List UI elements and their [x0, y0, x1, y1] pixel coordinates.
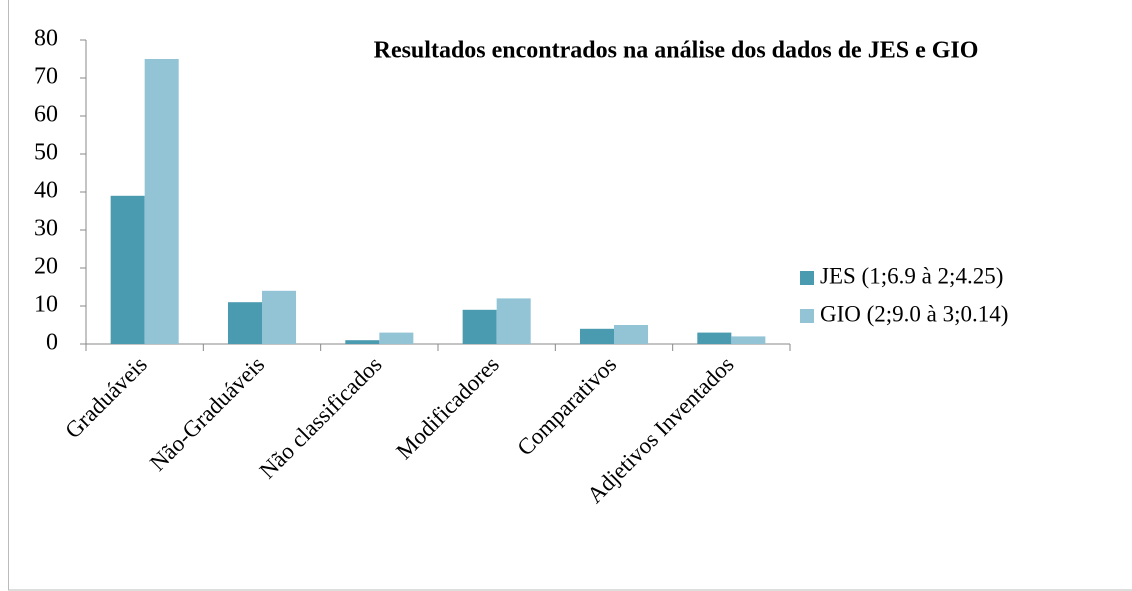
bar: [227, 302, 262, 344]
y-tick-label: 0: [46, 330, 58, 356]
legend-label: GIO (2;9.0 à 3;0.14): [820, 301, 1008, 326]
y-tick-label: 10: [34, 292, 58, 318]
bar: [345, 340, 380, 344]
y-tick-label: 60: [34, 102, 58, 128]
bar: [262, 290, 297, 344]
bar: [579, 328, 614, 344]
bar: [614, 325, 649, 344]
bar: [379, 332, 414, 344]
bar: [731, 336, 766, 344]
bar: [110, 195, 145, 344]
bar: [144, 59, 179, 344]
chart-title: Resultados encontrados na análise dos da…: [374, 38, 979, 64]
y-tick-label: 20: [34, 254, 58, 280]
y-tick-label: 50: [34, 140, 58, 166]
legend-swatch: [800, 271, 814, 285]
x-tick-label: Modificadores: [391, 352, 504, 465]
x-tick-label: Não classificados: [255, 352, 387, 484]
legend-swatch: [800, 309, 814, 323]
x-tick-label: Graduáveis: [60, 352, 152, 444]
chart-border: [8, 0, 1132, 591]
bar: [697, 332, 732, 344]
y-tick-label: 30: [34, 216, 58, 242]
x-tick-label: Comparativos: [512, 352, 621, 461]
bar: [496, 298, 531, 344]
y-tick-label: 80: [34, 26, 58, 52]
bar: [462, 309, 497, 344]
x-tick-label: Não-Graduáveis: [145, 352, 269, 476]
y-tick-label: 40: [34, 178, 58, 204]
legend-label: JES (1;6.9 à 2;4.25): [820, 263, 1003, 288]
y-tick-label: 70: [34, 64, 58, 90]
